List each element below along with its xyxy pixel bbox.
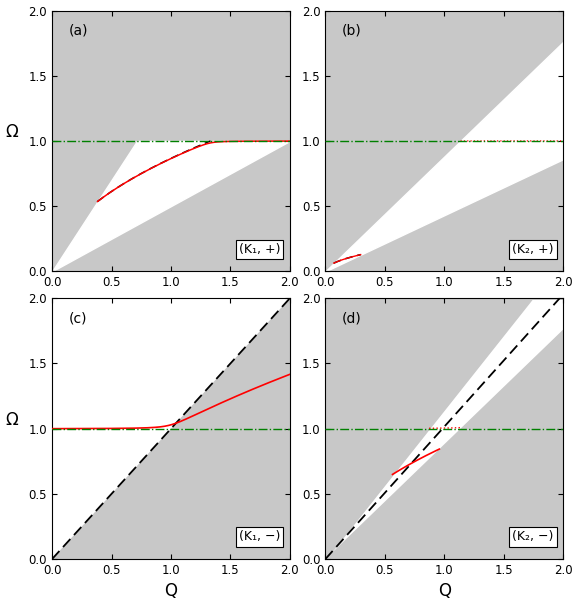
- Text: (c): (c): [69, 311, 87, 325]
- Text: (K₂, +): (K₂, +): [512, 242, 554, 256]
- Text: (K₁, −): (K₁, −): [239, 530, 280, 544]
- X-axis label: Q: Q: [165, 582, 177, 601]
- Y-axis label: Ω: Ω: [6, 123, 18, 141]
- Y-axis label: Ω: Ω: [6, 411, 18, 428]
- Text: (K₁, +): (K₁, +): [239, 242, 280, 256]
- Text: (b): (b): [342, 24, 362, 38]
- X-axis label: Q: Q: [438, 582, 451, 601]
- Text: (d): (d): [342, 311, 362, 325]
- Text: (a): (a): [69, 24, 88, 38]
- Text: (K₂, −): (K₂, −): [512, 530, 554, 544]
